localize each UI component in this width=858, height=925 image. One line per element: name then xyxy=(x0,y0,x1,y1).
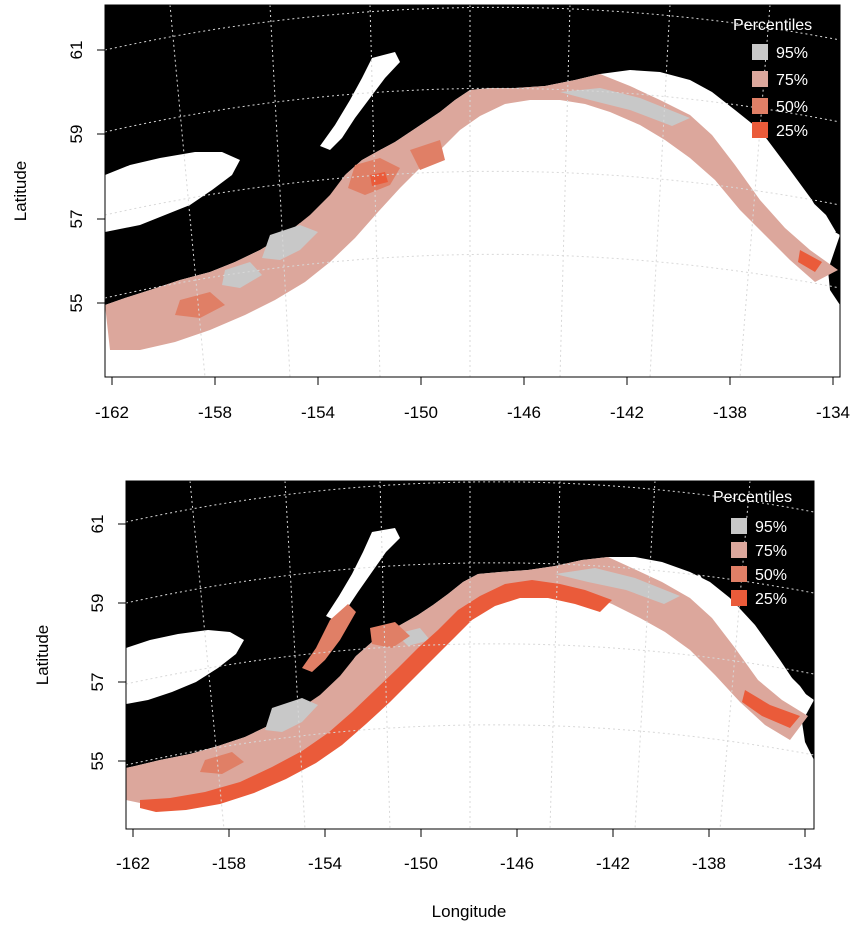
fjord-water xyxy=(790,190,836,236)
y-tick-label: 57 xyxy=(67,210,86,229)
legend-title: Percentiles xyxy=(733,17,812,34)
x-tick-label: -158 xyxy=(198,403,232,422)
legend-label: 75% xyxy=(755,543,787,560)
y-axis-bottom xyxy=(118,523,126,762)
legend: Percentiles 95% 75% 50% 25% xyxy=(733,17,812,140)
plot-frame xyxy=(104,4,841,378)
shelf-band-25 xyxy=(140,580,800,812)
graticule xyxy=(105,5,840,377)
legend-label: 25% xyxy=(776,123,808,140)
island xyxy=(300,655,358,708)
y-tick-label: 59 xyxy=(67,125,86,144)
x-tick-label: -146 xyxy=(507,403,541,422)
x-tick-label: -150 xyxy=(404,403,438,422)
legend-swatch-75 xyxy=(731,542,747,558)
x-tick-label: -162 xyxy=(95,403,129,422)
y-tick-label: 55 xyxy=(88,752,107,771)
shelf-band-75 xyxy=(105,74,838,350)
legend: Percentiles 95% 75% 50% 25% xyxy=(713,489,792,608)
legend-label: 50% xyxy=(776,99,808,116)
x-tick-label: -138 xyxy=(692,854,726,873)
x-tick-label: -146 xyxy=(500,854,534,873)
y-tick-label: 55 xyxy=(67,294,86,313)
legend-swatch-25 xyxy=(731,590,747,606)
y-tick-label: 59 xyxy=(88,594,107,613)
x-tick-label: -138 xyxy=(713,403,747,422)
legend-label: 50% xyxy=(755,567,787,584)
fjord-water xyxy=(765,660,810,704)
fjord-water xyxy=(705,96,772,198)
legend-swatch-50 xyxy=(731,566,747,582)
shelf-band-95 xyxy=(265,568,680,732)
x-tick-label: -142 xyxy=(596,854,630,873)
map-panel-bottom: Percentiles 95% 75% 50% 25% 61 59 57 55 … xyxy=(33,480,822,921)
legend-swatch-95 xyxy=(731,518,747,534)
y-axis-top xyxy=(97,49,105,304)
legend-label: 75% xyxy=(776,72,808,89)
x-tick-label: -162 xyxy=(116,854,150,873)
x-axis-top xyxy=(111,377,834,385)
legend-swatch-50 xyxy=(752,98,768,114)
legend-swatch-95 xyxy=(752,44,768,60)
legend-swatch-75 xyxy=(752,71,768,87)
shelf-band-75 xyxy=(126,557,808,803)
inlet-water xyxy=(326,528,400,620)
x-tick-label: -154 xyxy=(301,403,335,422)
y-tick-label: 57 xyxy=(88,673,107,692)
legend-swatch-25 xyxy=(752,122,768,138)
fjord-water xyxy=(690,575,752,668)
panhandle-land xyxy=(802,700,814,760)
x-axis-bottom xyxy=(132,829,806,837)
x-axis-title: Longitude xyxy=(432,902,507,921)
plot-frame xyxy=(125,480,815,830)
bay-water xyxy=(126,630,244,704)
inlet-water xyxy=(320,52,400,150)
x-tick-label: -158 xyxy=(212,854,246,873)
legend-label: 95% xyxy=(776,45,808,62)
legend-label: 95% xyxy=(755,519,787,536)
graticule xyxy=(126,481,814,829)
y-tick-label: 61 xyxy=(67,41,86,60)
x-tick-label: -134 xyxy=(816,403,850,422)
y-tick-label: 61 xyxy=(88,515,107,534)
x-tick-label: -142 xyxy=(610,403,644,422)
y-axis-title: Latitude xyxy=(33,625,52,686)
x-tick-label: -134 xyxy=(788,854,822,873)
legend-title: Percentiles xyxy=(713,489,792,506)
bay-water xyxy=(105,152,240,232)
y-axis-title: Latitude xyxy=(11,161,30,222)
shelf-band-95 xyxy=(222,88,690,288)
x-tick-label: -154 xyxy=(308,854,342,873)
shelf-band-50 xyxy=(200,604,410,774)
x-tick-label: -150 xyxy=(404,854,438,873)
land-mass xyxy=(126,481,814,768)
map-panel-top: Percentiles 95% 75% 50% 25% 61 59 57 55 … xyxy=(11,4,850,422)
legend-label: 25% xyxy=(755,591,787,608)
